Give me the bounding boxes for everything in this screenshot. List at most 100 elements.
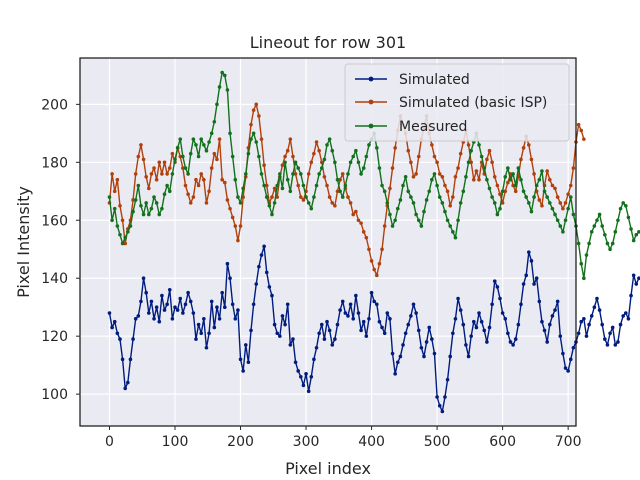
- data-point: [487, 148, 492, 153]
- data-point: [406, 322, 411, 327]
- data-point: [500, 201, 505, 205]
- data-point: [183, 183, 188, 188]
- data-point: [440, 409, 445, 414]
- data-point: [624, 203, 628, 208]
- data-point: [236, 308, 240, 312]
- data-point: [139, 143, 143, 147]
- data-point: [443, 395, 447, 399]
- data-point: [605, 241, 610, 246]
- y-tick-label: 180: [41, 155, 68, 171]
- data-point: [566, 369, 570, 373]
- data-point: [280, 186, 285, 191]
- data-point: [532, 172, 536, 176]
- data-point: [361, 166, 366, 170]
- data-point: [317, 148, 321, 153]
- data-point: [301, 198, 306, 202]
- data-point: [419, 224, 424, 228]
- data-point: [285, 177, 290, 182]
- data-point: [422, 354, 426, 359]
- data-point: [595, 218, 599, 223]
- data-point: [165, 302, 169, 307]
- data-point: [314, 183, 319, 188]
- data-point: [115, 224, 120, 228]
- legend-label-simulated: Simulated: [399, 72, 470, 88]
- data-point: [359, 172, 363, 176]
- data-point: [141, 212, 146, 217]
- data-point: [487, 325, 492, 330]
- data-point: [123, 235, 128, 240]
- data-point: [322, 175, 327, 179]
- data-point: [437, 172, 442, 176]
- data-point: [506, 180, 510, 185]
- data-point: [157, 212, 162, 217]
- data-point: [212, 325, 217, 330]
- data-point: [563, 366, 568, 370]
- data-point: [377, 166, 382, 170]
- data-point: [112, 319, 117, 324]
- data-point: [555, 195, 560, 199]
- data-point: [521, 282, 526, 286]
- data-point: [236, 195, 240, 199]
- data-point: [120, 241, 125, 246]
- data-point: [136, 154, 141, 159]
- data-point: [322, 337, 327, 341]
- data-point: [503, 175, 508, 179]
- data-point: [613, 343, 618, 347]
- data-point: [414, 212, 418, 217]
- data-point: [359, 328, 363, 333]
- data-point: [519, 157, 523, 162]
- data-point: [571, 166, 576, 170]
- data-point: [461, 189, 466, 194]
- data-point: [296, 369, 300, 373]
- data-point: [283, 160, 287, 165]
- data-point: [196, 322, 201, 327]
- data-point: [503, 316, 508, 321]
- x-axis-ticks: 0 100 200 300 400 500 600 700: [105, 426, 582, 450]
- data-point: [571, 345, 576, 350]
- data-point: [587, 322, 591, 327]
- data-point: [631, 238, 636, 243]
- data-point: [186, 290, 190, 295]
- data-point: [364, 334, 369, 338]
- data-point: [380, 247, 384, 252]
- data-point: [542, 189, 547, 194]
- data-point: [243, 172, 248, 176]
- data-point: [414, 311, 418, 315]
- data-point: [411, 201, 416, 205]
- data-point: [209, 299, 214, 304]
- data-point: [448, 354, 453, 359]
- data-point: [550, 206, 555, 211]
- legend-entry-simulated: Simulated: [355, 72, 470, 88]
- data-point: [613, 230, 618, 234]
- data-point: [123, 386, 128, 391]
- data-point: [626, 215, 631, 220]
- data-point: [249, 137, 253, 141]
- data-point: [516, 322, 521, 327]
- data-point: [511, 343, 515, 347]
- data-point: [469, 148, 473, 153]
- data-point: [566, 192, 570, 196]
- data-point: [285, 302, 290, 307]
- data-point: [506, 166, 510, 170]
- data-point: [382, 331, 387, 336]
- data-point: [477, 311, 481, 315]
- data-point: [178, 296, 183, 301]
- data-point: [529, 157, 534, 162]
- data-point: [204, 201, 209, 205]
- data-point: [112, 206, 117, 211]
- data-point: [456, 296, 460, 301]
- data-point: [482, 166, 487, 170]
- x-tick-label: 700: [555, 434, 582, 450]
- data-point: [563, 218, 568, 223]
- legend-entry-measured: Measured: [355, 119, 467, 135]
- data-point: [154, 201, 159, 205]
- data-point: [157, 160, 162, 165]
- data-point: [107, 195, 112, 199]
- data-point: [527, 250, 531, 254]
- data-point: [133, 198, 138, 202]
- data-point: [317, 331, 321, 336]
- data-point: [579, 128, 584, 133]
- x-tick-label: 200: [227, 434, 254, 450]
- data-point: [430, 143, 434, 147]
- data-point: [398, 198, 403, 202]
